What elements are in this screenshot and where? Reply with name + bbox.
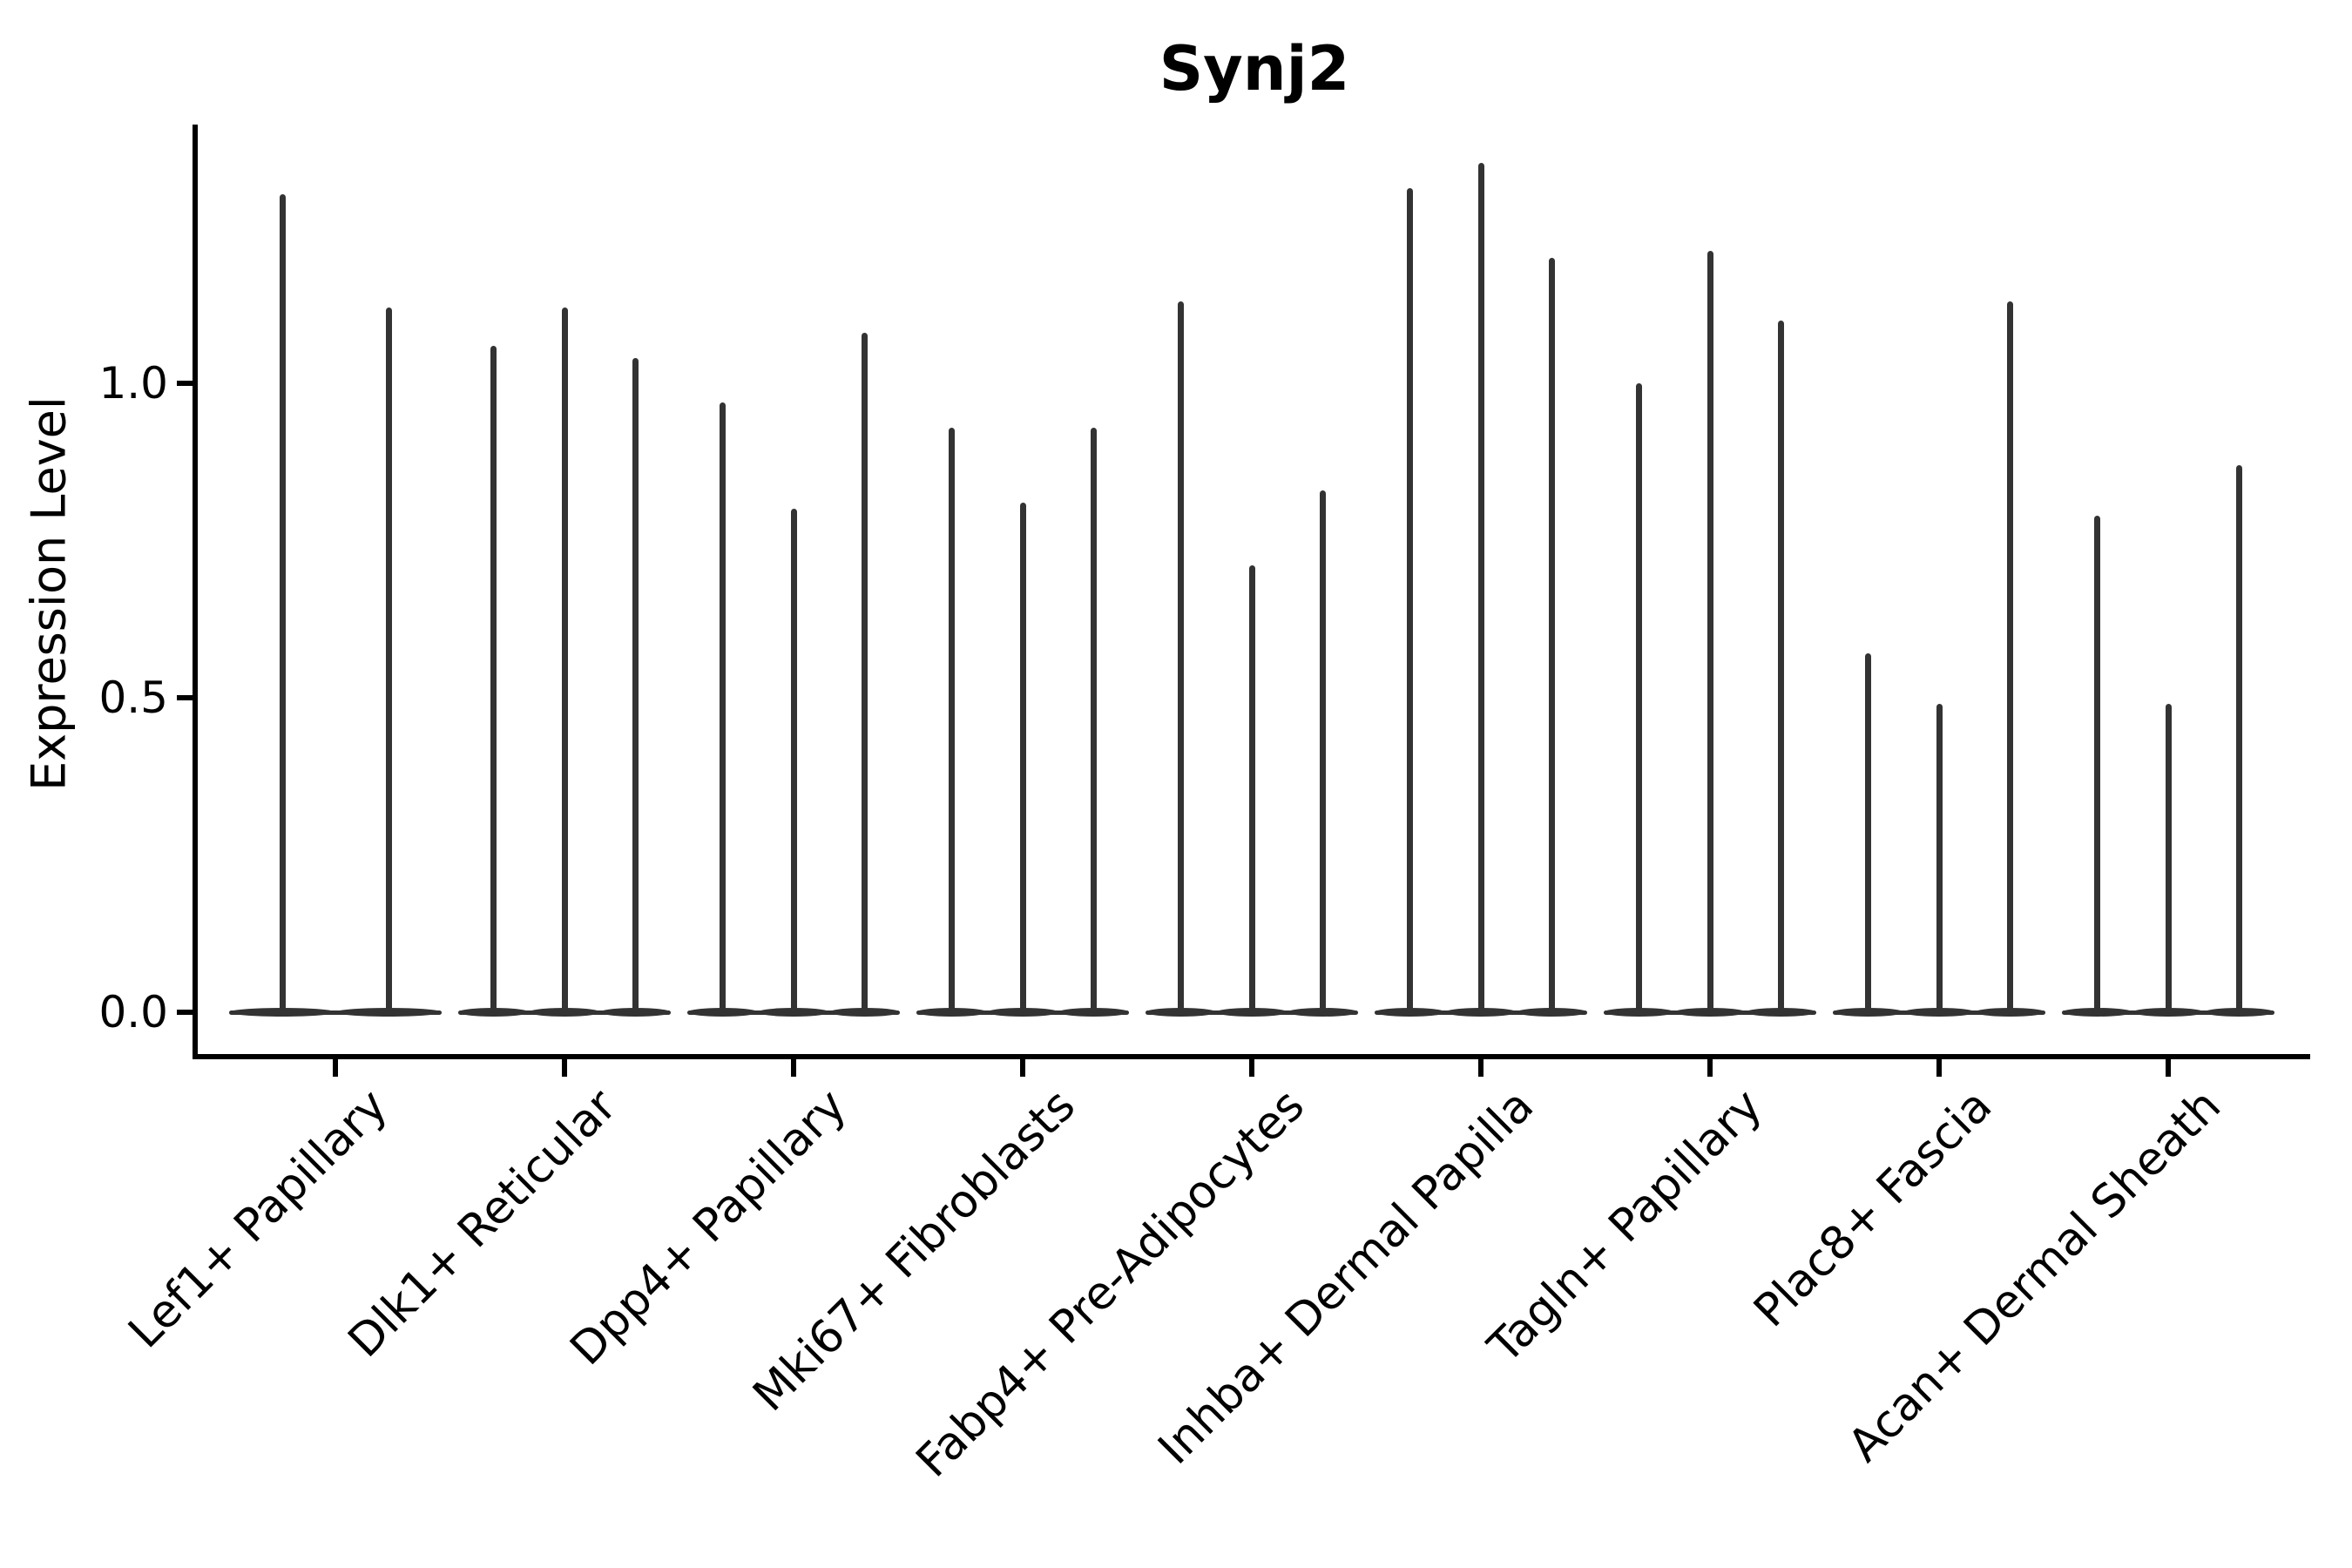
violin-spike: [1407, 188, 1414, 1016]
x-tick-label: Inhba+ Dermal Papilla: [1148, 1079, 1544, 1475]
x-tick-label: Plac8+ Fascia: [1743, 1079, 2002, 1338]
y-tick: [177, 695, 193, 700]
x-tick: [2166, 1059, 2171, 1077]
x-tick: [1707, 1059, 1713, 1077]
violin-spike: [1636, 383, 1643, 1016]
x-tick-label: Fabp4+ Pre-Adipocytes: [906, 1079, 1315, 1488]
x-tick-label: Acan+ Dermal Sheath: [1838, 1079, 2231, 1472]
chart-title: Synj2: [1159, 33, 1350, 105]
x-axis-spine: [193, 1054, 2310, 1059]
violin-spike: [861, 333, 868, 1016]
violin-spike: [1319, 490, 1326, 1016]
x-tick: [333, 1059, 338, 1077]
violin-spike: [1707, 251, 1713, 1016]
y-axis-spine: [193, 125, 198, 1059]
violin-spike: [1019, 503, 1026, 1016]
violin-spike: [385, 308, 392, 1016]
violin-spike: [949, 427, 956, 1016]
violin-spike: [1936, 704, 1943, 1016]
x-tick: [1478, 1059, 1484, 1077]
violin-spike: [1178, 301, 1185, 1016]
y-tick-label: 1.0: [98, 358, 168, 409]
violin-spike: [1777, 320, 1784, 1016]
y-tick-label: 0.0: [98, 987, 168, 1037]
violin-spike: [2165, 704, 2172, 1016]
violin-spike: [632, 358, 639, 1016]
x-tick: [1936, 1059, 1942, 1077]
violin-spike: [1548, 257, 1555, 1016]
violin-spike: [1477, 163, 1484, 1016]
x-tick: [791, 1059, 796, 1077]
violin-spike: [2094, 515, 2101, 1016]
x-tick: [1249, 1059, 1254, 1077]
y-tick: [177, 1010, 193, 1015]
violin-spike: [2235, 464, 2242, 1016]
violin-spike: [1865, 653, 1872, 1016]
violin-spike: [790, 509, 797, 1016]
violin-spike: [279, 194, 286, 1016]
y-axis-label: Expression Level: [21, 396, 77, 791]
violin-spike: [490, 345, 497, 1016]
violin-spike: [561, 308, 568, 1016]
y-tick-label: 0.5: [98, 672, 168, 723]
x-tick: [562, 1059, 567, 1077]
violin-spike: [1090, 427, 1097, 1016]
violin-spike: [1248, 565, 1255, 1016]
violin-spike: [2006, 301, 2013, 1016]
x-tick: [1020, 1059, 1025, 1077]
y-tick: [177, 381, 193, 386]
violin-spike: [720, 402, 727, 1016]
